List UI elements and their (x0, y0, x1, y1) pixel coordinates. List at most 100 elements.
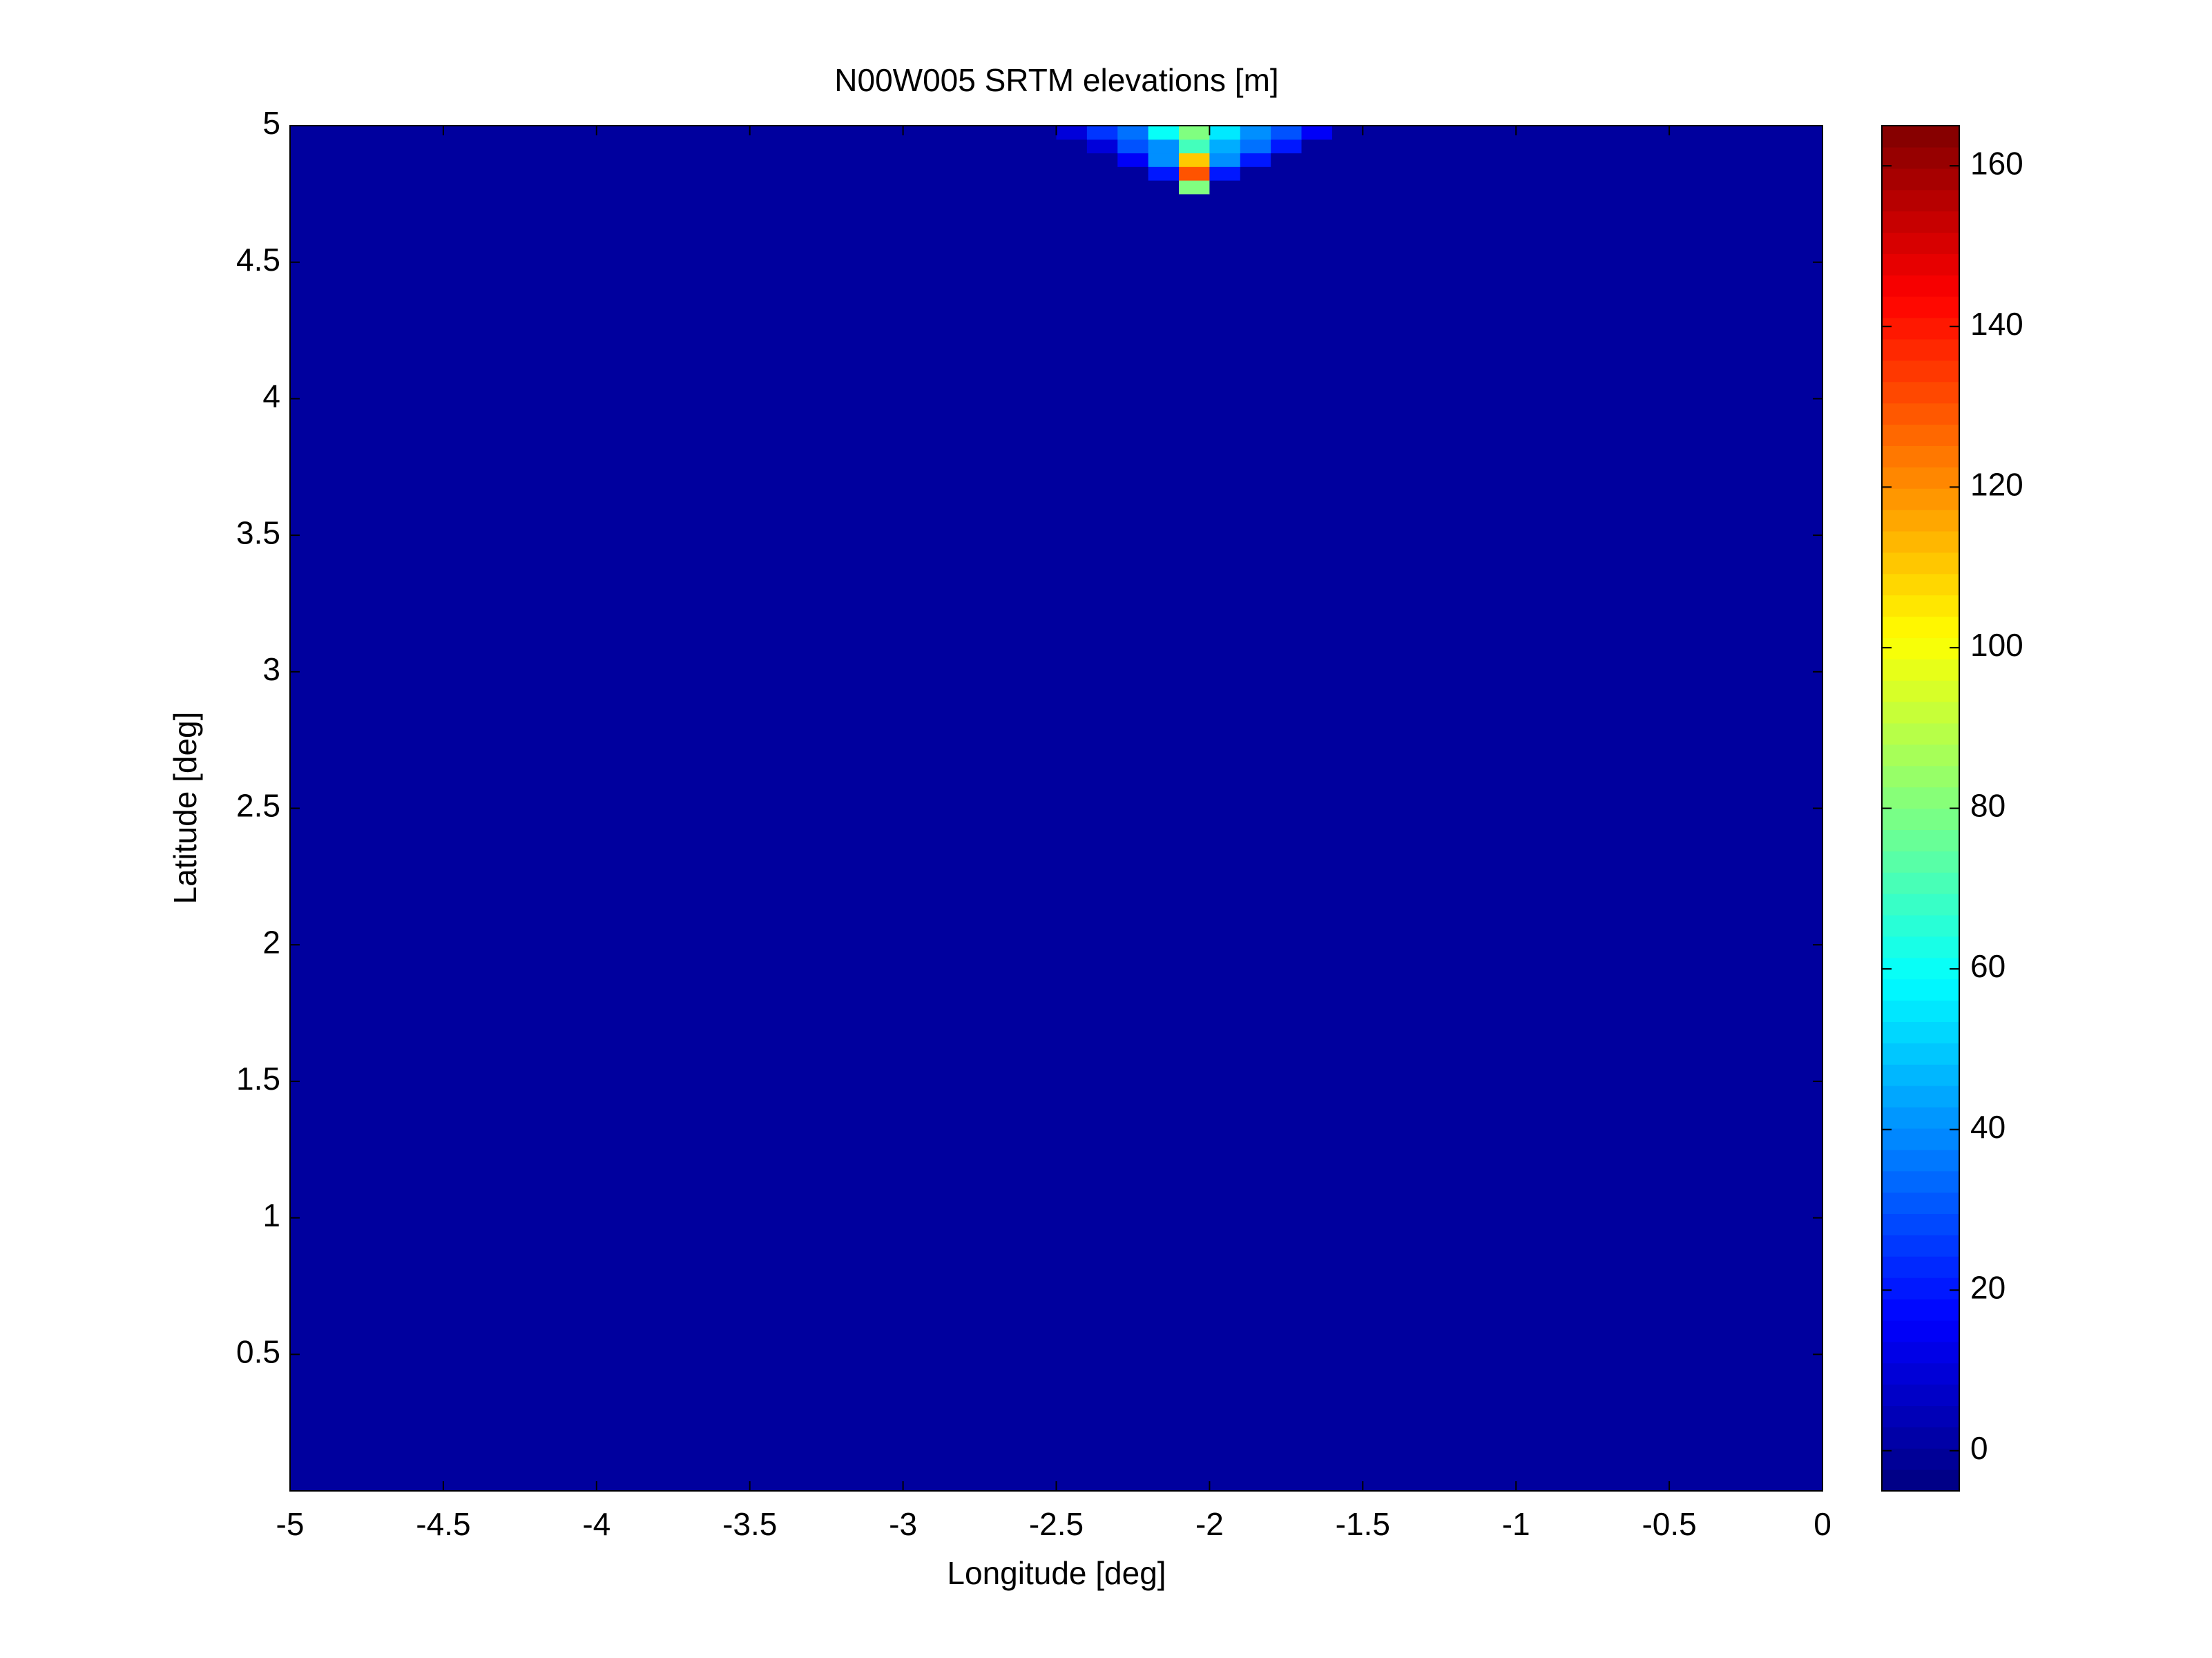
colorbar-swatch (1882, 126, 1959, 148)
heatmap-cell (1240, 180, 1271, 195)
colorbar-swatch (1882, 1213, 1959, 1235)
colorbar-swatch (1882, 1149, 1959, 1172)
colorbar-swatch (1882, 872, 1959, 894)
heatmap-cell (1271, 193, 1302, 1492)
heatmap-cell (1240, 166, 1271, 181)
heatmap-cell (1240, 139, 1271, 154)
heatmap-cell (1117, 153, 1149, 167)
heatmap-cell (1209, 126, 1241, 140)
colorbar-swatch (1882, 1320, 1959, 1342)
x-tick-label: -1 (1502, 1506, 1530, 1542)
y-tick-label: 1 (262, 1197, 280, 1233)
colorbar-swatch (1882, 1192, 1959, 1215)
colorbar-swatch (1882, 1235, 1959, 1257)
heatmap-cell (1117, 193, 1149, 1492)
heatmap-cell (1271, 126, 1302, 140)
colorbar-swatch (1882, 829, 1959, 851)
heatmap-cell (1271, 139, 1302, 154)
colorbar-swatch (1882, 957, 1959, 980)
colorbar-swatch (1882, 1043, 1959, 1065)
heatmap-cell (1148, 193, 1180, 1492)
heatmap-cell (1209, 166, 1241, 181)
y-tick-label: 3 (262, 651, 280, 687)
heatmap-cell (1331, 153, 1823, 167)
heatmap-cell (1271, 180, 1302, 195)
colorbar-tick-label: 120 (1970, 466, 2023, 502)
colorbar-swatch (1882, 1170, 1959, 1193)
colorbar-swatch (1882, 1128, 1959, 1150)
colorbar-swatch (1882, 680, 1959, 702)
heatmap-cell (1209, 153, 1241, 167)
heatmap-cell (1117, 166, 1149, 181)
colorbar-swatch (1882, 1106, 1959, 1129)
x-tick-label: -2.5 (1029, 1506, 1084, 1542)
heatmap-cell (1086, 139, 1118, 154)
colorbar-swatch (1882, 894, 1959, 916)
colorbar-swatch (1882, 168, 1959, 191)
chart-title: N00W005 SRTM elevations [m] (834, 62, 1278, 98)
heatmap-cell (1301, 166, 1333, 181)
heatmap-cell (1086, 180, 1118, 195)
colorbar-swatch (1882, 808, 1959, 830)
heatmap-cell (1117, 126, 1149, 140)
colorbar-swatch (1882, 1278, 1959, 1300)
colorbar-swatch (1882, 595, 1959, 617)
colorbar-swatch (1882, 702, 1959, 724)
heatmap-cell (1148, 126, 1180, 140)
heatmap-cell (1179, 166, 1210, 181)
heatmap-cell (1086, 153, 1118, 167)
heatmap-cell (1240, 126, 1271, 140)
heatmap-cell (290, 166, 1057, 181)
heatmap-cell (1056, 139, 1088, 154)
colorbar-swatch (1882, 851, 1959, 873)
colorbar-tick-label: 100 (1970, 627, 2023, 663)
colorbar-swatch (1882, 189, 1959, 212)
colorbar-tick-label: 140 (1970, 306, 2023, 342)
heatmap-cell (1148, 153, 1180, 167)
y-tick-label: 5 (262, 105, 280, 141)
x-tick-label: -1.5 (1336, 1506, 1390, 1542)
heatmap-cell (1240, 153, 1271, 167)
colorbar-swatch (1882, 914, 1959, 937)
colorbar-swatch (1882, 573, 1959, 596)
heatmap-cell (1331, 126, 1823, 140)
heatmap-cell (1148, 139, 1180, 154)
y-tick-label: 2 (262, 924, 280, 960)
colorbar-tick-label: 80 (1970, 788, 2006, 824)
colorbar-swatch (1882, 1469, 1959, 1492)
x-tick-label: 0 (1814, 1506, 1831, 1542)
colorbar-swatch (1882, 381, 1959, 404)
colorbar-swatch (1882, 338, 1959, 361)
heatmap-cell (290, 126, 1057, 140)
y-tick-label: 3.5 (236, 514, 280, 550)
colorbar-swatch (1882, 659, 1959, 681)
heatmap-cell (1271, 166, 1302, 181)
heatmap-cell (1240, 193, 1271, 1492)
heatmap-cell (1301, 126, 1333, 140)
heatmap-cell (1086, 193, 1118, 1492)
y-tick-label: 4.5 (236, 242, 280, 278)
heatmap-cell (1301, 153, 1333, 167)
colorbar-swatch (1882, 146, 1959, 169)
heatmap-cell (1179, 139, 1210, 154)
heatmap-cell (1117, 139, 1149, 154)
colorbar-swatch (1882, 1000, 1959, 1023)
colorbar-swatch (1882, 1427, 1959, 1449)
colorbar-swatch (1882, 744, 1959, 767)
colorbar-swatch (1882, 979, 1959, 1001)
heatmap-cell (1086, 126, 1118, 140)
colorbar-swatch (1882, 275, 1959, 297)
colorbar-swatch (1882, 488, 1959, 510)
heatmap-cell (1056, 193, 1088, 1492)
heatmap-cell (1056, 180, 1088, 195)
x-tick-label: -5 (276, 1506, 305, 1542)
y-tick-label: 0.5 (236, 1333, 280, 1369)
colorbar-swatch (1882, 1362, 1959, 1385)
colorbar-tick-label: 20 (1970, 1269, 2006, 1305)
x-tick-label: -3 (889, 1506, 917, 1542)
heatmap-cell (1117, 180, 1149, 195)
heatmap-cell (1301, 193, 1333, 1492)
heatmap-cell (1301, 180, 1333, 195)
x-tick-label: -4.5 (416, 1506, 470, 1542)
